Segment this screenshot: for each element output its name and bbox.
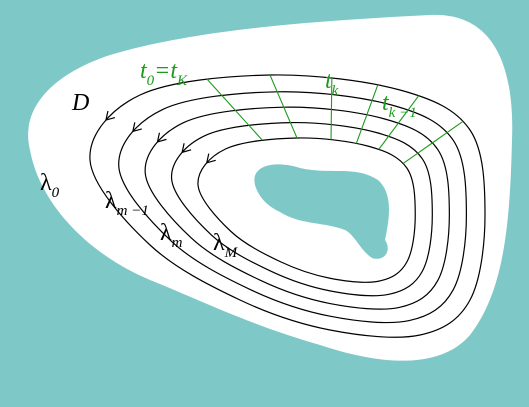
label-main: λ (105, 188, 117, 214)
parameter-line (378, 95, 420, 150)
label-main: t (140, 58, 148, 84)
direction-arrow (205, 153, 216, 164)
label-main: t (382, 90, 390, 116)
contour (118, 91, 468, 324)
direction-arrow (156, 132, 167, 143)
direction-arrow (181, 143, 192, 154)
contour-label: λ0 (40, 170, 60, 201)
direction-arrow (105, 110, 116, 121)
parameter-line (355, 84, 379, 144)
label-sub: m (172, 235, 183, 251)
contours (89, 74, 486, 338)
label-main: λ (213, 230, 225, 256)
hole (254, 164, 389, 259)
contour (144, 106, 450, 310)
label-sub: K (176, 73, 188, 89)
region-label: D (71, 90, 89, 116)
contour-label: λM (213, 230, 239, 261)
label-main: λ (160, 220, 172, 246)
label-sub: k −1 (389, 105, 417, 121)
direction-arrow (132, 122, 142, 133)
parameter-line (330, 77, 333, 140)
label-sub: M (224, 245, 239, 261)
parameter-line (206, 78, 263, 141)
label-sub: 0 (147, 73, 155, 89)
contour (170, 121, 433, 297)
label-main: =t (154, 58, 178, 84)
contour-label: λm (160, 220, 183, 251)
parameter-line (269, 74, 298, 139)
label-sub: 0 (52, 185, 60, 201)
parameter-label: tk (325, 68, 339, 99)
parameter-label: tk −1 (382, 90, 417, 121)
contour (197, 137, 416, 283)
label-main: λ (40, 170, 52, 196)
contour-label: λm −1 (105, 188, 149, 219)
parameter-label: t0=tK (140, 58, 188, 89)
parameter-lines (206, 74, 464, 164)
contour (89, 74, 486, 338)
label-sub: m −1 (117, 203, 149, 219)
label-sub: k (332, 83, 339, 99)
parameter-line (402, 120, 464, 164)
label-main: t (325, 68, 333, 94)
